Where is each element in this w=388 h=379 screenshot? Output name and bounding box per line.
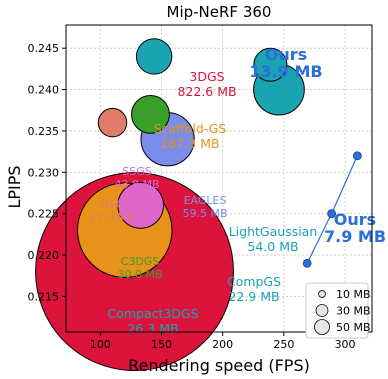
label-compgs-size: 22.9 MB	[228, 289, 279, 304]
label-3dgs: 3DGS	[189, 69, 224, 84]
label-3dgs-size: 822.6 MB	[177, 84, 236, 99]
y-tick-label: 0.245	[28, 42, 60, 55]
legend-label: 50 MB	[336, 321, 371, 334]
y-tick-label: 0.225	[28, 208, 60, 221]
point-compgs	[253, 47, 288, 82]
legend: 10 MB 30 MB 50 MB	[305, 282, 371, 339]
label-compact3dgs: Compact3DGS	[107, 306, 198, 321]
label-c3dgs: C3DGS	[121, 255, 160, 268]
label-c3dgs-size: 30.0 MB	[117, 268, 162, 281]
label-compact3dgs-size: 26.3 MB	[127, 321, 178, 336]
legend-marker	[315, 304, 329, 317]
label-lightgaussian-size: 54.0 MB	[247, 239, 298, 254]
label-ours: Ours	[265, 45, 307, 64]
point-c3dgs	[131, 94, 170, 134]
plot-frame	[65, 24, 373, 333]
label-scaffold-gs-size: 187.3 MB	[160, 136, 219, 151]
ours-point	[327, 209, 337, 219]
label-ours-size: 7.9 MB	[324, 227, 386, 246]
y-tick-label: 0.230	[28, 166, 60, 179]
legend-label: 10 MB	[336, 288, 371, 301]
x-tick-label: 300	[335, 338, 356, 351]
legend-marker	[314, 319, 330, 335]
point-compact3dgs	[135, 38, 173, 75]
point-hac	[97, 107, 128, 138]
label-hac: HAC	[100, 198, 124, 211]
label-hac-size: 17.0 MB	[89, 211, 134, 224]
label-ssgs-size: 43.8 MB	[114, 178, 159, 191]
y-axis-ticks: 0.215 0.220 0.225 0.230 0.235 0.240 0.245	[28, 42, 66, 303]
x-tick-label: 200	[212, 338, 233, 351]
y-axis-label: LPIPS	[5, 165, 24, 208]
ours-point	[302, 258, 312, 268]
y-tick-label: 0.220	[28, 249, 60, 262]
x-axis-label: Rendering speed (FPS)	[128, 356, 310, 375]
ours-points	[302, 151, 362, 268]
x-tick-label: 250	[273, 338, 294, 351]
x-axis-ticks: 100 150 200 250 300	[90, 332, 356, 351]
y-tick-label: 0.235	[28, 125, 60, 138]
y-tick-label: 0.215	[28, 290, 60, 303]
legend-label: 30 MB	[336, 305, 371, 318]
label-compgs: CompGS	[227, 274, 281, 289]
chart-title: Mip-NeRF 360	[167, 3, 272, 21]
label-eagles: EAGLES	[184, 194, 227, 207]
x-tick-label: 100	[90, 338, 111, 351]
ours-point	[352, 151, 362, 161]
data-points	[35, 38, 305, 372]
y-tick-label: 0.240	[28, 84, 60, 97]
label-scaffold-gs: Scaffold-GS	[154, 121, 227, 136]
label-ssgs: SSGS	[122, 165, 151, 178]
point-ssgs	[117, 182, 164, 229]
legend-marker	[318, 290, 326, 298]
label-ours-size: 13.9 MB	[249, 62, 322, 81]
x-tick-label: 150	[151, 338, 172, 351]
label-lightgaussian: LightGaussian	[229, 224, 318, 239]
label-ours: Ours	[334, 210, 376, 229]
label-eagles-size: 59.5 MB	[182, 207, 227, 220]
